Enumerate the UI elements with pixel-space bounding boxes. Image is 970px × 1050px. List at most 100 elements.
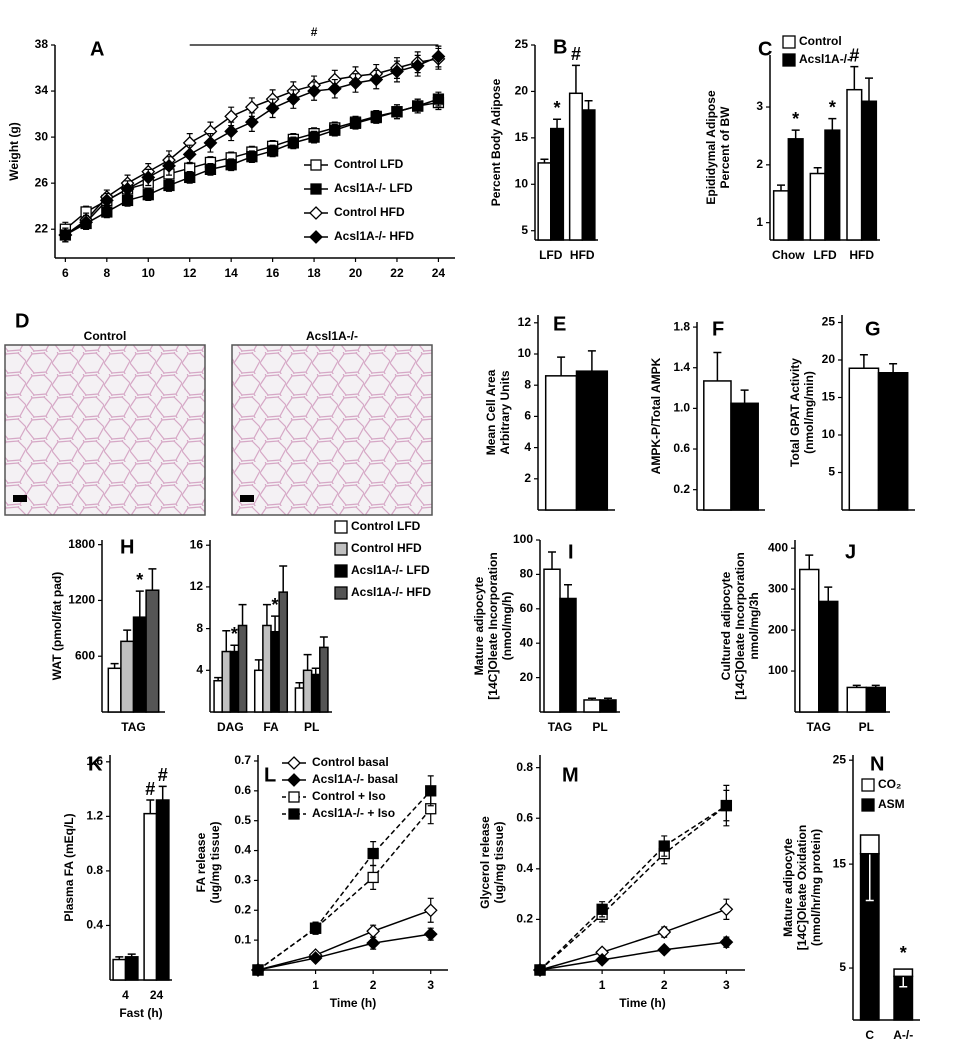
legend-label: Acsl1A-/- + Iso [312, 806, 395, 820]
y-tick-label: 80 [520, 567, 534, 581]
marker [369, 72, 384, 87]
y-tick-label: 20 [822, 352, 836, 366]
error-bar [865, 853, 874, 902]
y-tick-label: 0.8 [86, 863, 103, 877]
marker [329, 124, 341, 136]
bar [132, 616, 147, 713]
y-tick-label: 15 [833, 856, 847, 870]
error-bar [548, 551, 556, 570]
y-axis-label: Mature adipocyte [472, 576, 486, 675]
marker [224, 109, 239, 124]
error-bar [791, 129, 800, 139]
y-tick-label: 0.4 [234, 843, 251, 857]
y-axis-label: AMPK-P/Total AMPK [649, 357, 663, 474]
x-tick-label: PL [592, 720, 607, 734]
bar [262, 624, 272, 713]
bar [213, 679, 223, 713]
error-bar [777, 184, 785, 191]
annotation: # [311, 25, 318, 39]
error-bar [588, 697, 596, 700]
marker [141, 170, 156, 185]
error-bar [127, 953, 136, 957]
y-axis-label: [14C]Oleate Oxidation [795, 825, 809, 950]
legend-swatch [334, 542, 348, 556]
x-axis-label: Time (h) [330, 996, 376, 1010]
error-bar [214, 676, 223, 681]
scale-bar [240, 495, 254, 502]
error-bar [222, 629, 231, 652]
marker [308, 131, 320, 143]
series-line [539, 804, 727, 971]
error-bar [813, 166, 822, 174]
bar [703, 380, 732, 511]
error-bar [110, 662, 119, 669]
legend-label: Control HFD [334, 205, 405, 219]
x-tick-label: 14 [224, 266, 238, 280]
error-bar [899, 976, 908, 988]
bar [859, 834, 880, 855]
y-tick-label: 22 [35, 221, 49, 235]
marker [657, 925, 672, 939]
marker [225, 159, 237, 171]
y-tick-label: 0.2 [673, 482, 690, 496]
bar [143, 812, 158, 981]
panel-label: I [568, 541, 574, 563]
legend-label: Control HFD [351, 541, 422, 555]
y-axis-label: nmol/mg/3h [747, 592, 761, 659]
marker [246, 151, 258, 163]
significance-mark: * [554, 98, 561, 118]
panel-label: C [758, 38, 772, 60]
x-tick-label: C [865, 1028, 874, 1042]
legend-label: Acsl1A-/- LFD [334, 181, 413, 195]
y-axis-label: Percent Body Adipose [489, 78, 503, 206]
x-tick-label: 6 [62, 266, 69, 280]
micrograph-title: Control [84, 329, 127, 343]
marker [265, 101, 280, 116]
panel-label: K [88, 753, 103, 775]
marker [287, 137, 299, 149]
x-tick-label: HFD [570, 248, 595, 262]
y-axis-label: Weight (g) [7, 122, 21, 180]
bar [799, 568, 820, 713]
significance-mark: * [792, 109, 799, 129]
y-tick-label: 0.6 [516, 810, 533, 824]
bar [846, 88, 863, 241]
marker [423, 927, 438, 942]
panel-label: E [553, 313, 566, 335]
bar [302, 669, 313, 713]
error-bar [805, 554, 814, 570]
marker [720, 799, 733, 812]
y-tick-label: 5 [828, 465, 835, 479]
x-tick-label: A-/- [893, 1028, 913, 1042]
error-bar [713, 351, 722, 381]
y-axis-label: Total GPAT Activity [788, 358, 802, 467]
error-bar [604, 697, 612, 700]
error-bar [584, 99, 593, 110]
x-tick-label: PL [859, 720, 874, 734]
bar [893, 968, 914, 978]
bar [860, 100, 878, 241]
y-tick-label: 20 [520, 670, 534, 684]
error-bar [148, 568, 157, 591]
marker [423, 903, 438, 918]
error-bar [319, 636, 328, 648]
marker [412, 100, 424, 112]
marker [366, 936, 381, 951]
y-tick-label: 15 [822, 390, 836, 404]
marker [307, 84, 321, 98]
y-tick-label: 26 [35, 175, 49, 189]
y-tick-label: 5 [521, 223, 528, 237]
y-tick-label: 38 [35, 37, 49, 51]
marker [163, 179, 175, 192]
micrograph [4, 344, 206, 516]
error-bar [850, 65, 859, 90]
bar [278, 591, 289, 713]
marker [142, 189, 154, 201]
error-bar [871, 684, 880, 688]
y-axis-label: [14C]Oleate Incorporation [733, 552, 747, 699]
error-bar [262, 603, 271, 626]
marker [252, 964, 264, 976]
bar [112, 958, 127, 981]
y-tick-label: 5 [839, 960, 846, 974]
x-tick-label: 12 [183, 266, 197, 280]
